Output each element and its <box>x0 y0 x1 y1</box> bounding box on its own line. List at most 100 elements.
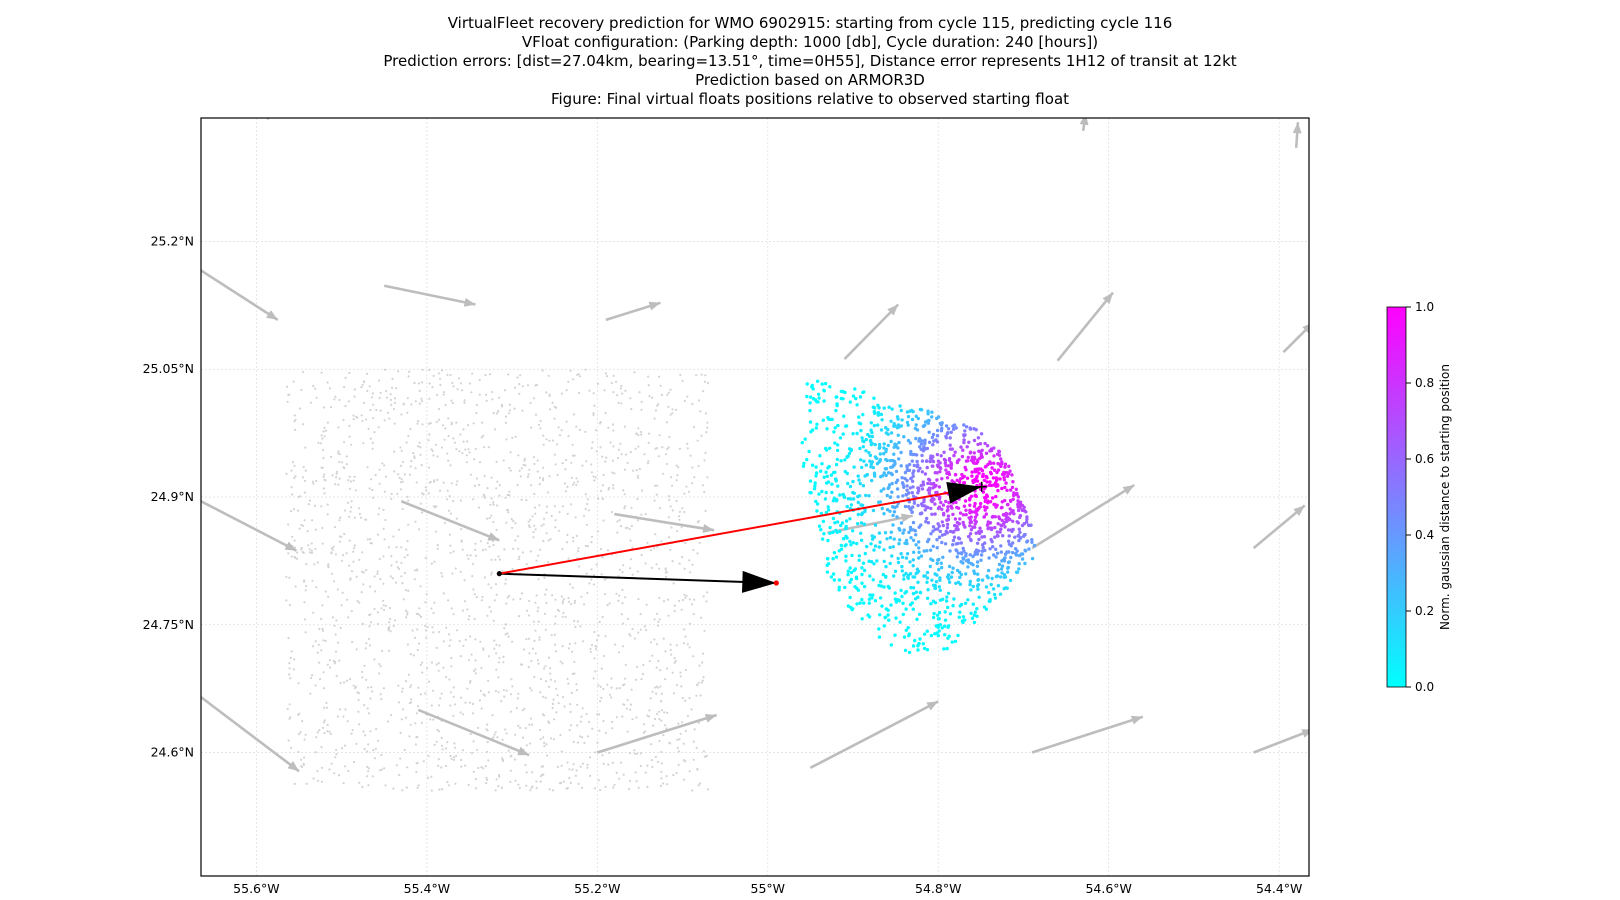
virtual-float-point <box>993 596 998 600</box>
initial-float-point <box>347 400 350 403</box>
virtual-float-point <box>952 597 956 601</box>
initial-float-point <box>553 417 556 420</box>
initial-float-point <box>461 389 464 392</box>
initial-float-point <box>314 528 317 531</box>
initial-float-point <box>587 735 590 738</box>
initial-float-point <box>474 548 477 552</box>
initial-float-point <box>537 662 540 665</box>
virtual-float-point <box>879 580 883 584</box>
initial-float-point <box>706 591 709 594</box>
initial-float-point <box>611 727 614 730</box>
initial-float-point <box>616 520 619 523</box>
initial-float-point <box>667 495 671 498</box>
virtual-float-point <box>839 543 844 548</box>
initial-float-point <box>368 385 371 388</box>
initial-float-point <box>569 369 572 372</box>
colorbar-tick-label: 0.6 <box>1415 452 1434 466</box>
initial-float-point <box>660 709 663 712</box>
initial-float-point <box>702 390 705 393</box>
virtual-float-point <box>929 602 933 606</box>
initial-float-point <box>701 679 704 682</box>
virtual-float-point <box>856 500 860 505</box>
initial-float-point <box>579 625 582 628</box>
initial-float-point <box>534 384 537 387</box>
initial-float-point <box>348 564 351 567</box>
initial-float-point <box>391 377 394 380</box>
initial-float-point <box>332 545 335 548</box>
virtual-float-point <box>1019 552 1024 556</box>
initial-float-point <box>333 624 336 627</box>
initial-float-point <box>604 372 608 375</box>
initial-float-point <box>608 602 611 605</box>
initial-float-point <box>397 473 400 476</box>
initial-float-point <box>310 549 313 552</box>
initial-float-point <box>413 569 416 572</box>
virtual-float-point <box>882 452 886 456</box>
virtual-float-point <box>849 497 853 501</box>
virtual-float-point <box>884 615 888 619</box>
initial-float-point <box>552 718 556 721</box>
virtual-float-point <box>923 472 928 476</box>
initial-float-point <box>449 551 452 555</box>
virtual-float-point <box>962 438 966 442</box>
initial-float-point <box>400 546 403 549</box>
initial-float-point <box>642 731 645 734</box>
virtual-float-point <box>937 485 942 489</box>
initial-float-point <box>491 571 494 574</box>
velocity-arrow <box>201 269 279 321</box>
map-axis-ticks: 55.6°W 55.4°W 55.2°W 55°W 54.8°W 54.6°W 54.4°W… <box>143 233 1303 896</box>
initial-float-point <box>439 377 442 380</box>
initial-float-point <box>705 600 708 603</box>
start-to-predicted-arrow <box>499 482 982 575</box>
initial-float-point <box>348 487 351 490</box>
initial-float-point <box>504 633 507 636</box>
initial-float-point <box>570 691 573 695</box>
initial-float-point <box>323 473 326 476</box>
initial-float-point <box>480 707 483 710</box>
initial-float-point <box>637 433 640 437</box>
initial-float-point <box>409 427 412 431</box>
initial-float-point <box>452 550 455 553</box>
initial-float-point <box>490 497 493 500</box>
initial-float-point <box>389 393 392 396</box>
initial-float-point <box>289 656 292 660</box>
initial-float-point <box>511 685 514 688</box>
virtual-float-point <box>834 462 839 467</box>
initial-float-point <box>393 619 396 622</box>
initial-float-point <box>484 374 487 377</box>
initial-float-point <box>567 682 570 685</box>
initial-float-point <box>298 527 301 530</box>
virtual-float-point <box>886 443 890 448</box>
virtual-float-point <box>835 403 839 408</box>
initial-float-point <box>390 714 393 717</box>
initial-float-point <box>346 720 349 723</box>
virtual-float-point <box>860 436 864 440</box>
virtual-float-point <box>911 644 916 648</box>
initial-float-point <box>369 478 373 481</box>
initial-float-point <box>335 748 338 751</box>
initial-float-point <box>495 412 498 415</box>
virtual-float-point <box>900 564 904 569</box>
virtual-float-point <box>887 618 891 622</box>
initial-float-point <box>390 564 393 567</box>
initial-float-point <box>431 449 434 452</box>
initial-float-point <box>483 494 486 497</box>
virtual-float-point <box>920 511 924 515</box>
virtual-float-point <box>854 396 858 401</box>
initial-float-point <box>387 411 390 414</box>
initial-float-point <box>601 484 604 487</box>
initial-float-point <box>432 689 435 692</box>
initial-float-point <box>648 660 651 663</box>
initial-float-point <box>643 453 646 456</box>
initial-float-point <box>370 396 373 399</box>
virtual-float-point <box>905 552 910 556</box>
virtual-float-point <box>975 607 979 611</box>
initial-float-point <box>449 691 452 694</box>
initial-float-point <box>612 429 615 432</box>
initial-float-point <box>669 413 672 416</box>
initial-float-point <box>594 476 597 479</box>
initial-float-point <box>490 514 493 517</box>
virtual-float-point <box>951 424 955 428</box>
virtual-float-point <box>955 478 959 482</box>
initial-float-point <box>495 668 498 671</box>
